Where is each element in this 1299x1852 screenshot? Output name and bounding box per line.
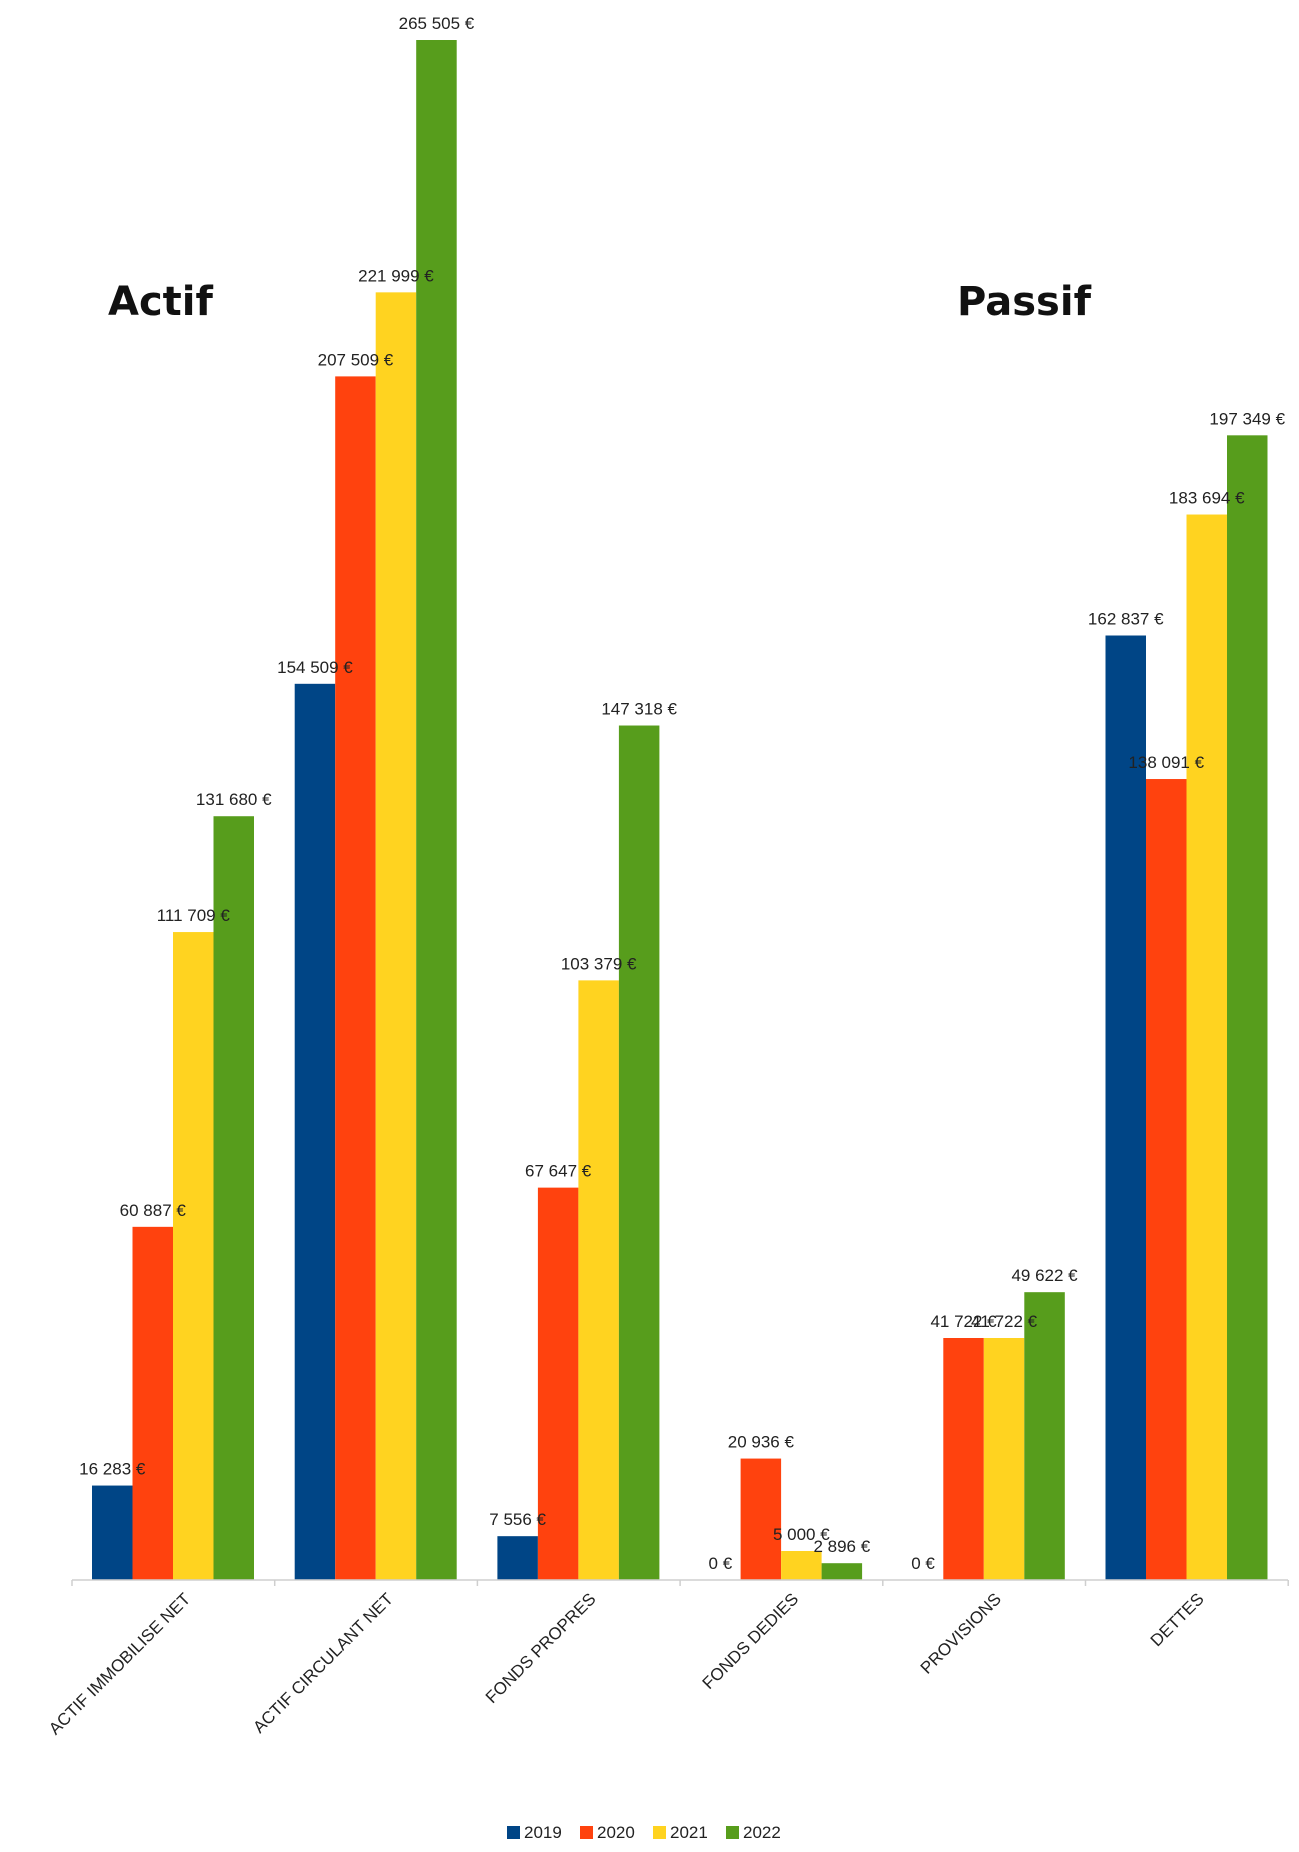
value-label-2022-1: 131 680 € [196, 790, 272, 809]
value-label-2021-6: 183 694 € [1169, 489, 1245, 508]
value-label-2022-6: 197 349 € [1209, 409, 1285, 428]
value-label-2021-4: 5 000 € [773, 1525, 830, 1544]
value-label-2019-4: 0 € [709, 1554, 733, 1573]
value-label-2020-4: 20 936 € [728, 1433, 795, 1452]
bar-2019-1 [92, 1485, 133, 1580]
value-label-2020-6: 138 091 € [1128, 753, 1204, 772]
value-label-2020-2: 207 509 € [318, 350, 394, 369]
bar-2022-4 [821, 1563, 863, 1580]
bar-2022-2 [416, 40, 457, 1580]
bar-2022-5 [1024, 1292, 1065, 1580]
bar-2019-3 [497, 1536, 538, 1580]
category-label-2: ACTIF CIRCULANT NET [249, 1589, 396, 1736]
bar-2022-3 [618, 725, 660, 1580]
bar-2021-2 [375, 292, 417, 1580]
value-label-2022-2: 265 505 € [399, 14, 475, 33]
value-label-2022-5: 49 622 € [1011, 1266, 1078, 1285]
value-label-2019-5: 0 € [911, 1554, 935, 1573]
value-label-2021-5: 41 722 € [971, 1312, 1038, 1331]
value-label-2020-3: 67 647 € [525, 1162, 592, 1181]
category-label-1: ACTIF IMMOBILISE NET [45, 1589, 194, 1738]
value-label-2021-3: 103 379 € [561, 954, 637, 973]
value-label-2020-1: 60 887 € [120, 1201, 187, 1220]
bar-2021-5 [983, 1338, 1025, 1580]
value-label-2019-1: 16 283 € [79, 1460, 146, 1479]
value-label-2021-1: 111 709 € [157, 906, 231, 925]
bar-2021-4 [781, 1550, 822, 1580]
legend-swatch-2019 [507, 1826, 520, 1839]
category-label-4: FONDS DEDIES [699, 1589, 803, 1693]
category-label-3: FONDS PROPRES [482, 1589, 600, 1707]
legend-label-2020: 2020 [597, 1823, 635, 1842]
bar-2022-6 [1227, 435, 1268, 1581]
bar-2019-6 [1105, 635, 1146, 1580]
heading-actif: Actif [108, 279, 214, 325]
bar-2020-3 [537, 1187, 579, 1580]
bar-2021-1 [173, 932, 214, 1580]
value-label-2022-3: 147 318 € [601, 700, 677, 719]
bar-2020-4 [740, 1458, 782, 1580]
bar-2021-6 [1186, 514, 1227, 1581]
bar-2020-1 [132, 1226, 173, 1580]
legend-swatch-2020 [580, 1826, 593, 1839]
bar-2021-3 [578, 980, 619, 1580]
legend-label-2022: 2022 [743, 1823, 781, 1842]
value-label-2021-2: 221 999 € [358, 266, 434, 285]
value-label-2020-5: 41 722 € [930, 1312, 997, 1331]
category-label-5: PROVISIONS [917, 1589, 1005, 1677]
bar-2020-6 [1146, 779, 1187, 1580]
value-label-2019-3: 7 556 € [489, 1510, 546, 1529]
legend: 2019 2020 2021 2022 [507, 1823, 781, 1842]
legend-swatch-2022 [726, 1826, 739, 1839]
value-label-2022-4: 2 896 € [813, 1537, 870, 1556]
legend-label-2019: 2019 [524, 1823, 562, 1842]
legend-swatch-2021 [653, 1826, 666, 1839]
value-label-2019-6: 162 837 € [1088, 610, 1164, 629]
value-label-2019-2: 154 509 € [277, 658, 353, 677]
bar-2020-5 [943, 1338, 984, 1580]
bar-2022-1 [213, 816, 254, 1580]
legend-label-2021: 2021 [670, 1823, 708, 1842]
bar-2019-2 [294, 683, 336, 1580]
category-label-6: DETTES [1147, 1589, 1208, 1650]
bar-2020-2 [335, 376, 376, 1580]
heading-passif: Passif [957, 279, 1092, 325]
